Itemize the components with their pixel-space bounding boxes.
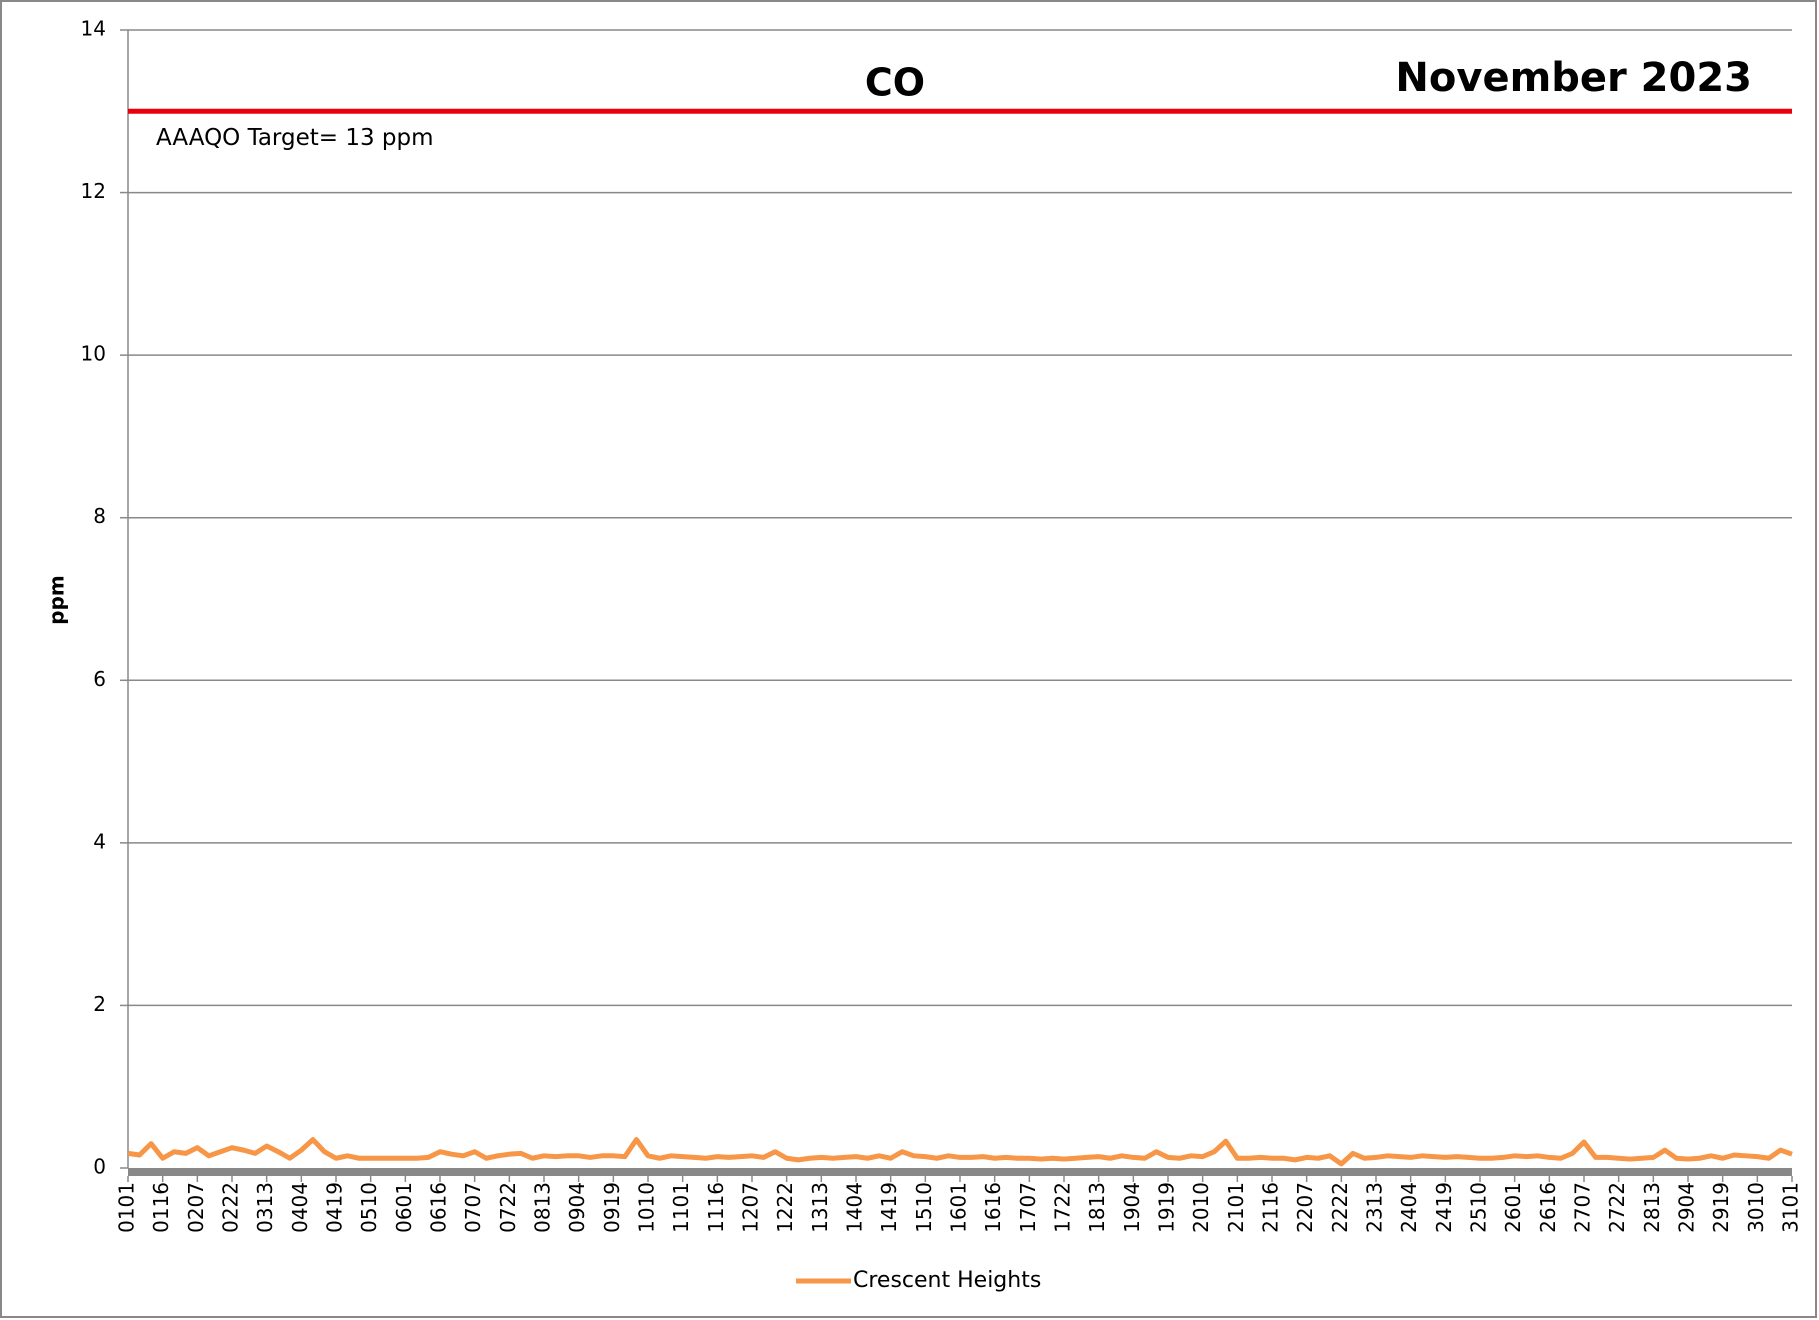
x-tick-label: 0813 <box>531 1182 555 1233</box>
x-tick-label: 0616 <box>427 1182 451 1233</box>
x-tick-label: 1616 <box>981 1182 1005 1233</box>
x-tick-label: 0116 <box>149 1182 173 1233</box>
x-tick-label: 1722 <box>1051 1182 1075 1233</box>
x-tick-label: 2919 <box>1709 1182 1733 1233</box>
y-tick-label: 8 <box>93 504 106 528</box>
x-tick-label: 1010 <box>635 1182 659 1233</box>
x-tick-label: 2813 <box>1640 1182 1664 1233</box>
x-tick-label: 0222 <box>219 1182 243 1233</box>
x-tick-label: 2313 <box>1363 1182 1387 1233</box>
x-tick-label: 2722 <box>1605 1182 1629 1233</box>
x-tick-label: 0313 <box>253 1182 277 1233</box>
x-tick-label: 2616 <box>1536 1182 1560 1233</box>
x-tick-label: 2404 <box>1397 1182 1421 1233</box>
x-tick-label: 0601 <box>392 1182 416 1233</box>
x-tick-label: 0207 <box>184 1182 208 1233</box>
y-tick-label: 0 <box>93 1155 106 1179</box>
x-tick-label: 1207 <box>739 1182 763 1233</box>
x-tick-label: 2010 <box>1189 1182 1213 1233</box>
y-tick-label: 2 <box>93 992 106 1016</box>
x-tick-label: 1313 <box>808 1182 832 1233</box>
x-tick-label: 2707 <box>1571 1182 1595 1233</box>
reference-label: AAAQO Target= 13 ppm <box>156 125 434 151</box>
y-tick-label: 6 <box>93 667 106 691</box>
y-axis-label: ppm <box>45 575 69 624</box>
y-tick-label: 14 <box>81 17 106 41</box>
x-tick-label: 1510 <box>912 1182 936 1233</box>
x-tick-label: 2419 <box>1432 1182 1456 1233</box>
x-tick-label: 2101 <box>1224 1182 1248 1233</box>
x-tick-label: 0101 <box>115 1182 139 1233</box>
x-tick-label: 3101 <box>1779 1182 1803 1233</box>
x-tick-label: 0722 <box>496 1182 520 1233</box>
x-tick-label: 2601 <box>1501 1182 1525 1233</box>
x-tick-label: 2904 <box>1675 1182 1699 1233</box>
x-tick-label: 1601 <box>947 1182 971 1233</box>
legend-label: Crescent Heights <box>853 1268 1041 1293</box>
x-tick-label: 0919 <box>600 1182 624 1233</box>
y-tick-label: 4 <box>93 829 106 853</box>
chart-title: CO <box>865 61 925 105</box>
x-tick-label: 1419 <box>877 1182 901 1233</box>
x-tick-label: 1707 <box>1016 1182 1040 1233</box>
x-tick-label: 2116 <box>1259 1182 1283 1233</box>
x-tick-label: 1101 <box>669 1182 693 1233</box>
x-tick-label: 1222 <box>773 1182 797 1233</box>
x-tick-label: 2222 <box>1328 1182 1352 1233</box>
y-tick-label: 10 <box>81 342 106 366</box>
x-tick-label: 1919 <box>1155 1182 1179 1233</box>
x-tick-label: 1116 <box>704 1182 728 1233</box>
x-tick-label: 1904 <box>1120 1182 1144 1233</box>
data-line <box>127 1137 1793 1167</box>
x-tick-label: 3010 <box>1744 1182 1768 1233</box>
y-tick-label: 12 <box>81 179 106 203</box>
x-tick-label: 0510 <box>357 1182 381 1233</box>
x-tick-label: 0904 <box>565 1182 589 1233</box>
x-tick-label: 0404 <box>288 1182 312 1233</box>
x-tick-label: 2207 <box>1293 1182 1317 1233</box>
x-tick-label: 1813 <box>1085 1182 1109 1233</box>
x-tick-label: 2510 <box>1467 1182 1491 1233</box>
x-tick-label: 0419 <box>323 1182 347 1233</box>
x-tick-label: 1404 <box>843 1182 867 1233</box>
chart-subtitle: November 2023 <box>1395 55 1752 101</box>
x-tick-label: 0707 <box>461 1182 485 1233</box>
